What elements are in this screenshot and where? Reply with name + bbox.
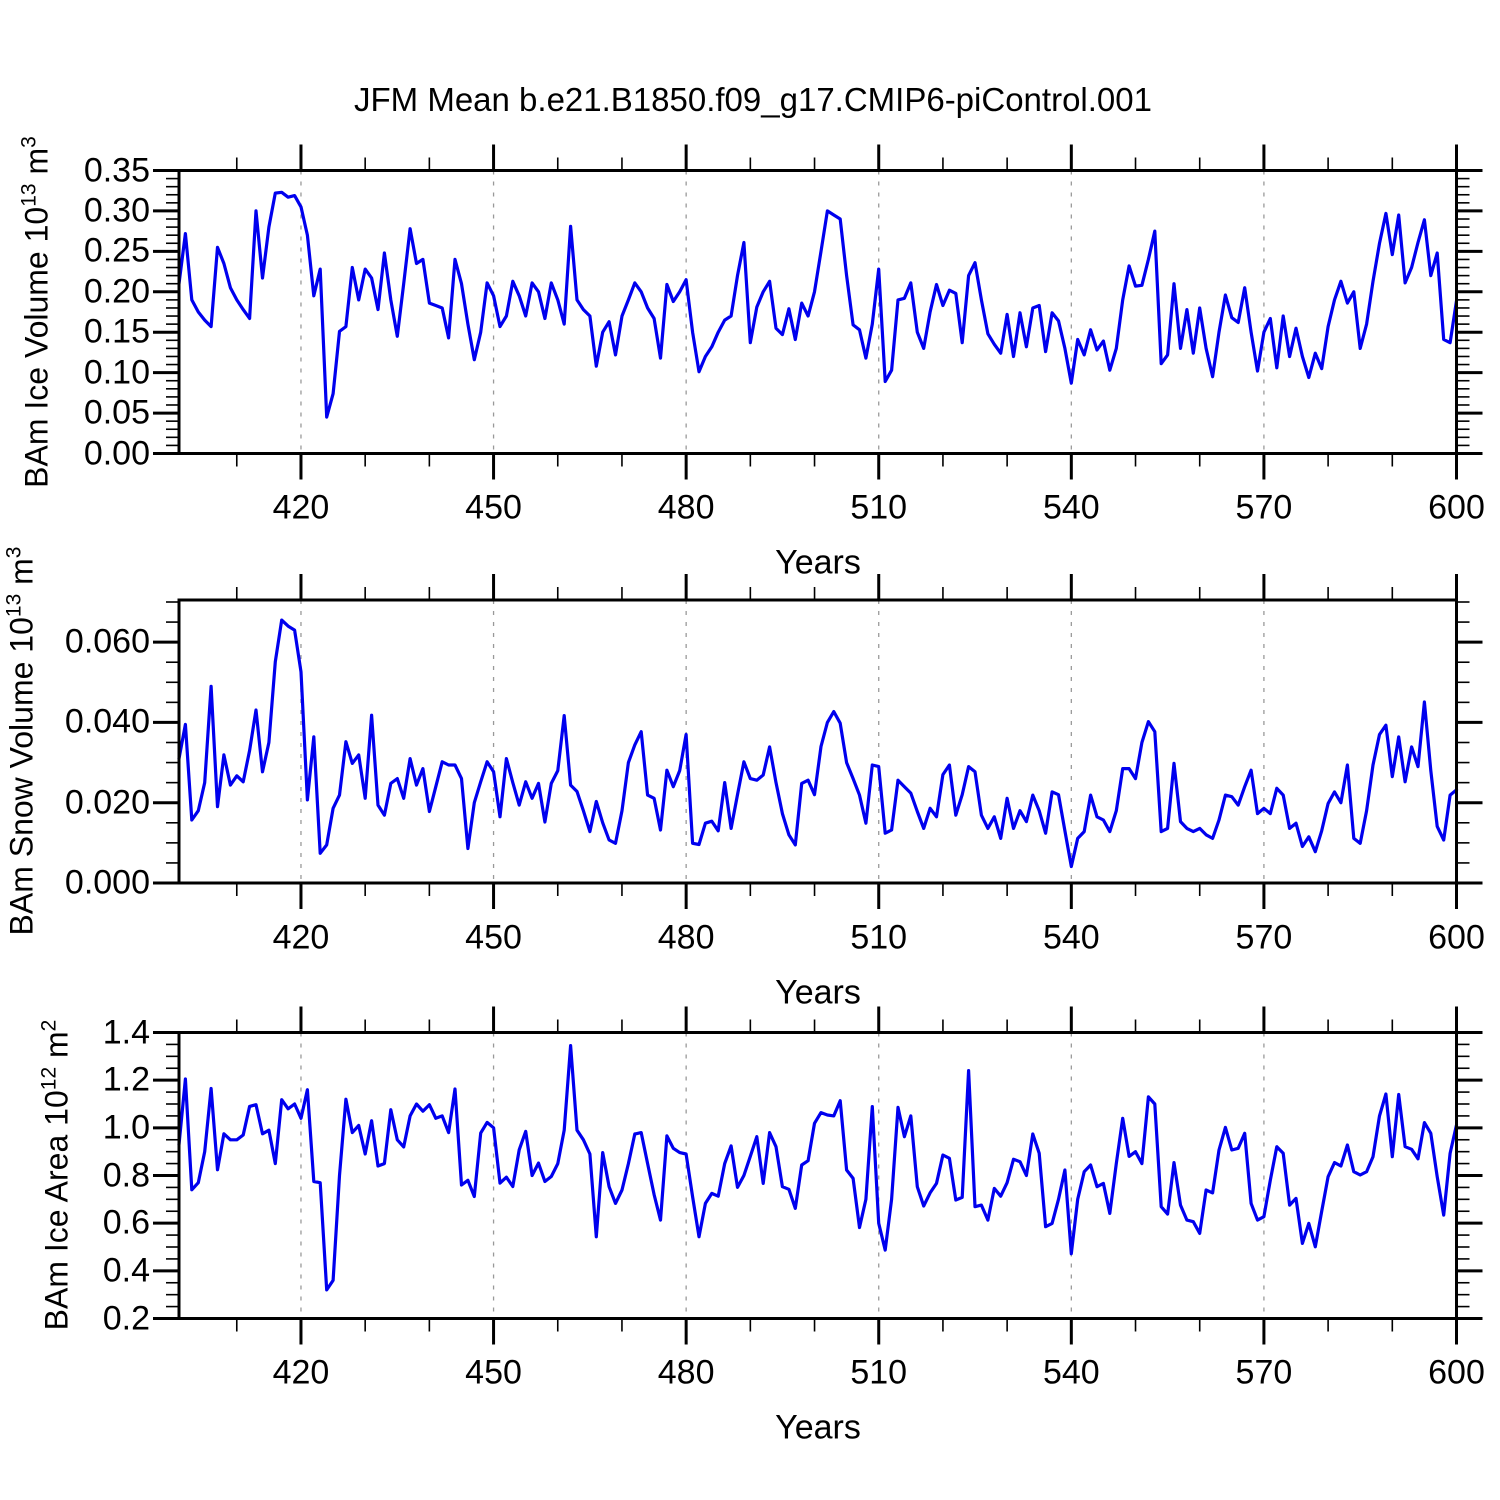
x-tick-label: 600 [1428, 488, 1485, 527]
y-axis-label-unit: m [18, 147, 55, 184]
y-axis-label-unit: m [3, 558, 40, 594]
y-tick-label: 0.10 [83, 353, 150, 392]
y-tick-label: 1.4 [102, 1013, 150, 1051]
x-tick-label: 570 [1235, 1353, 1293, 1392]
y-axis-label-snow-volume: BAm Snow Volume 1013 m3 [2, 546, 41, 936]
x-tick-label: 510 [850, 488, 908, 527]
y-axis-label-unit-exponent: 2 [37, 1019, 61, 1032]
y-axis-label-exponent: 12 [37, 1066, 61, 1091]
x-tick-label: 480 [657, 918, 715, 957]
x-tick-label: 480 [657, 1353, 715, 1392]
y-axis-label-ice-area: BAm Ice Area 1012 m2 [37, 1019, 76, 1331]
x-tick-label: 480 [657, 488, 715, 527]
y-tick-label: 0.05 [83, 393, 150, 432]
x-tick-label: 420 [272, 488, 330, 527]
x-tick-label: 540 [1042, 488, 1100, 527]
x-tick-label: 570 [1235, 918, 1293, 957]
x-tick-label: 510 [850, 1353, 908, 1392]
y-axis-label-unit-exponent: 3 [2, 546, 26, 559]
y-tick-label: 0.4 [102, 1251, 150, 1290]
y-tick-label: 0.8 [102, 1156, 150, 1194]
y-tick-label: 0.25 [83, 231, 150, 270]
y-axis-label-ice-volume: BAm Ice Volume 1013 m3 [17, 136, 56, 488]
y-axis-label-text: BAm Ice Area 10 [38, 1090, 75, 1331]
y-tick-label: 1.2 [102, 1060, 150, 1099]
y-axis-label-exponent: 13 [17, 183, 41, 207]
y-tick-label: 0.35 [83, 151, 150, 189]
x-tick-label: 420 [272, 918, 330, 957]
y-tick-label: 0.20 [83, 272, 150, 311]
y-tick-label: 0.00 [83, 434, 150, 472]
y-tick-label: 0.15 [83, 312, 150, 351]
x-tick-label: 540 [1042, 1353, 1100, 1392]
y-tick-label: 0.060 [64, 622, 150, 661]
y-axis-label-text: BAm Ice Volume 10 [18, 206, 55, 488]
y-tick-label: 0.040 [64, 702, 150, 741]
y-axis-label-exponent: 13 [2, 593, 26, 618]
x-tick-label: 540 [1042, 918, 1100, 957]
y-tick-label: 0.2 [102, 1299, 150, 1337]
x-axis-label-panel-3: Years [775, 1408, 861, 1447]
x-tick-label: 600 [1428, 1353, 1485, 1392]
x-tick-label: 450 [465, 918, 522, 957]
y-tick-label: 1.0 [102, 1108, 150, 1147]
x-axis-label-panel-1: Years [775, 543, 861, 582]
x-tick-label: 450 [465, 1353, 522, 1392]
y-axis-label-text: BAm Snow Volume 10 [3, 617, 40, 936]
x-tick-label: 450 [465, 488, 522, 527]
chart-title: JFM Mean b.e21.B1850.f09_g17.CMIP6-piCon… [354, 81, 1152, 118]
y-tick-label: 0.000 [64, 863, 150, 902]
x-tick-label: 600 [1428, 918, 1485, 957]
x-tick-label: 510 [850, 918, 908, 957]
y-tick-label: 0.6 [102, 1203, 150, 1242]
x-tick-label: 420 [272, 1353, 330, 1392]
y-axis-label-unit: m [38, 1031, 75, 1067]
y-tick-label: 0.020 [64, 783, 150, 822]
y-axis-label-unit-exponent: 3 [17, 136, 41, 148]
y-tick-label: 0.30 [83, 191, 150, 230]
x-tick-label: 570 [1235, 488, 1293, 527]
x-axis-label-panel-2: Years [775, 973, 861, 1012]
